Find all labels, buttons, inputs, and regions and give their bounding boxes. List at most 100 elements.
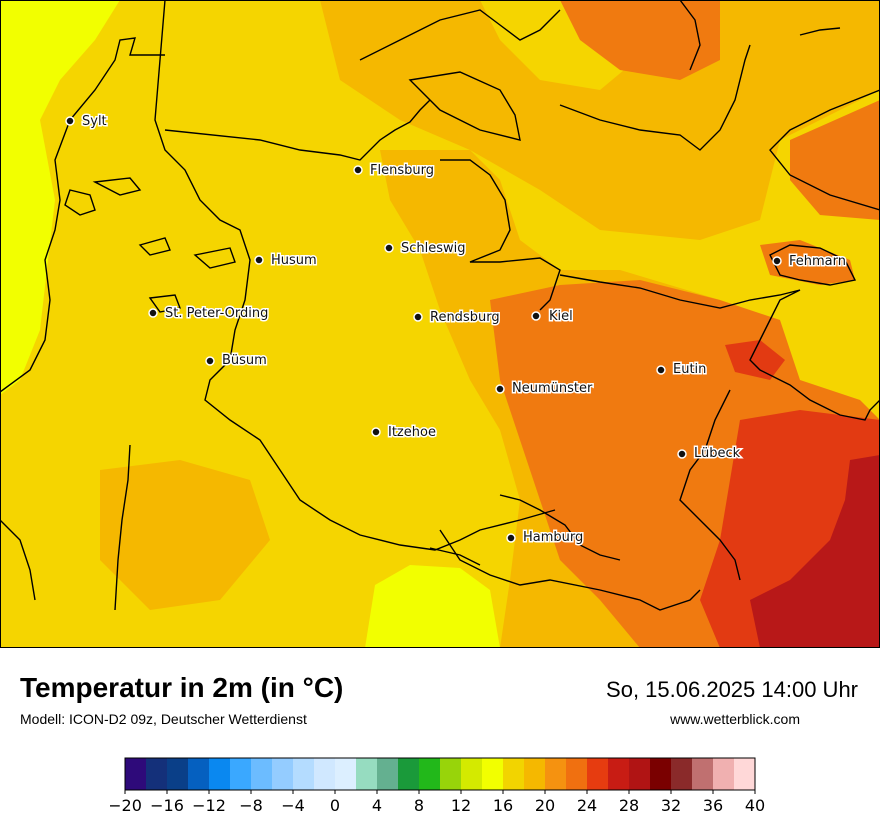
svg-text:Husum: Husum [271,253,317,268]
svg-text:Lübeck: Lübeck [694,446,741,461]
temperature-zone-cool-west [0,0,120,395]
color-scale-swatch [545,758,567,790]
svg-text:Hamburg: Hamburg [523,530,583,545]
city-schleswig[interactable]: Schleswig Schleswig [384,240,467,258]
svg-text:Flensburg: Flensburg [370,163,434,178]
svg-text:Sylt: Sylt [82,114,107,129]
color-scale-swatch [167,758,189,790]
city-husum[interactable]: Husum Husum [254,252,318,270]
color-scale-swatch [608,758,630,790]
svg-text:Fehmarn: Fehmarn [789,254,846,269]
forecast-datetime: So, 15.06.2025 14:00 Uhr [606,677,858,702]
city-rendsburg[interactable]: Rendsburg Rendsburg [413,309,501,327]
color-scale-tick-label: 0 [330,796,340,815]
svg-text:Büsum: Büsum [222,353,267,368]
svg-text:Rendsburg: Rendsburg [430,310,500,325]
color-scale-swatches [125,758,756,790]
color-scale-tick-label: 28 [619,796,639,815]
svg-text:Itzehoe: Itzehoe [388,425,436,440]
color-scale-swatch [251,758,273,790]
svg-text:Schleswig: Schleswig [401,241,466,256]
svg-text:Neumünster: Neumünster [512,381,593,396]
color-scale-swatch [230,758,252,790]
svg-text:St. Peter-Ording: St. Peter-Ording [165,306,268,321]
color-scale-swatch [629,758,651,790]
color-scale-swatch [482,758,504,790]
svg-text:Hamburg: Hamburg [523,530,583,545]
color-scale-ticks: −20 −16 −12 −8 −4 0 4 8 12 16 20 24 28 32 36 40 [108,790,765,815]
color-scale-tick-label: −16 [150,796,184,815]
svg-text:Kiel: Kiel [549,309,573,324]
svg-text:Husum: Husum [271,253,317,268]
color-scale-swatch [713,758,735,790]
color-scale-swatch [398,758,420,790]
city-flensburg[interactable]: Flensburg Flensburg [353,162,435,180]
city-eutin[interactable]: Eutin Eutin [656,361,708,379]
city-hamburg[interactable]: Hamburg Hamburg [506,529,585,547]
color-scale-swatch [566,758,588,790]
temperature-map[interactable]: Sylt Sylt Flensburg Flensburg Husum Husu… [0,0,880,648]
temperature-zone-hot-northeast [790,100,880,220]
temperature-zone-hot-east-bay [760,240,855,285]
color-scale-swatch [461,758,483,790]
color-scale-swatch [314,758,336,790]
city-luebeck[interactable]: Lübeck Lübeck [677,445,742,463]
color-scale-tick-label: 12 [451,796,471,815]
color-scale-swatch [503,758,525,790]
svg-text:Lübeck: Lübeck [694,446,741,461]
color-scale-swatch [734,758,756,790]
color-scale-swatch [587,758,609,790]
city-sylt[interactable]: Sylt Sylt [65,113,108,131]
city-neumuenster[interactable]: Neumünster Neumünster [495,380,594,398]
temperature-zone-extreme [750,455,880,648]
color-scale-swatch [650,758,672,790]
city-buesum[interactable]: Büsum Büsum [205,352,268,370]
color-scale-tick-label: 24 [577,796,597,815]
color-scale-swatch [146,758,168,790]
color-scale-frame [124,757,756,791]
svg-text:Flensburg: Flensburg [370,163,434,178]
color-scale-tick-label: 20 [535,796,555,815]
city-kiel[interactable]: Kiel Kiel [531,308,574,326]
color-scale-swatch [524,758,546,790]
color-scale-tick-label: −8 [239,796,263,815]
color-scale-tick-label: −20 [110,796,142,815]
color-scale-swatch [125,758,147,790]
svg-text:Eutin: Eutin [673,362,706,377]
chart-title: Temperatur in 2m (in °C) [20,672,344,703]
color-scale-tick-label: 16 [493,796,513,815]
svg-text:Kiel: Kiel [549,309,573,324]
color-scale-legend: −20 −16 −12 −8 −4 0 4 8 12 16 20 24 28 32 36 40 [108,752,770,827]
color-scale-tick-label: 8 [414,796,424,815]
color-scale-swatch [377,758,399,790]
svg-text:St. Peter-Ording: St. Peter-Ording [165,306,268,321]
coastlines [0,0,880,611]
model-source: Modell: ICON-D2 09z, Deutscher Wetterdie… [20,711,307,727]
color-scale-swatch [272,758,294,790]
svg-text:Fehmarn: Fehmarn [789,254,846,269]
color-scale-swatch [356,758,378,790]
city-fehmarn[interactable]: Fehmarn Fehmarn [772,253,848,271]
temperature-zone-hot-north [560,0,720,80]
temperature-zone-warm-southwest [100,460,270,610]
city-markers: Sylt Sylt Flensburg Flensburg Husum Husu… [65,113,848,547]
color-scale-tick-label: −12 [192,796,226,815]
color-scale-swatch [671,758,693,790]
color-scale-swatch [188,758,210,790]
color-scale-swatch [335,758,357,790]
color-scale-tick-label: −4 [281,796,305,815]
temperature-zone-cool-south [365,565,500,648]
color-scale-swatch [293,758,315,790]
color-scale-swatch [692,758,714,790]
color-scale-tick-label: 32 [661,796,681,815]
svg-text:Büsum: Büsum [222,353,267,368]
city-st-peter-ording[interactable]: St. Peter-Ording St. Peter-Ording [148,305,270,323]
svg-text:Schleswig: Schleswig [401,241,466,256]
city-itzehoe[interactable]: Itzehoe Itzehoe [371,424,437,442]
color-scale-tick-label: 40 [745,796,765,815]
color-scale-tick-label: 36 [703,796,723,815]
color-scale-swatch [209,758,231,790]
website-link[interactable]: www.wetterblick.com [670,711,800,727]
color-scale-swatch [440,758,462,790]
color-scale-swatch [419,758,441,790]
